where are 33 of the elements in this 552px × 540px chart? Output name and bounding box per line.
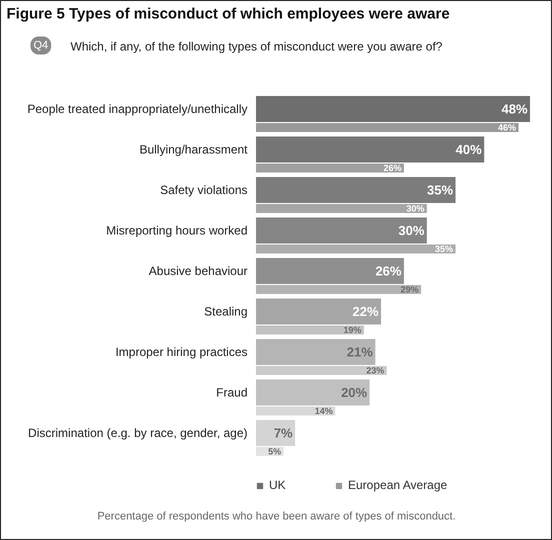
data-label: 40% <box>456 142 482 157</box>
data-label: 23% <box>366 366 384 376</box>
data-label: 46% <box>498 122 516 132</box>
text: Percentage of respondents who have been aware of types of misconduct. <box>97 510 456 522</box>
data-label: 14% <box>314 406 333 416</box>
data-label: 22% <box>352 304 379 319</box>
y-tick-label: Improper hiring practices <box>115 345 248 359</box>
data-label: 20% <box>341 385 368 400</box>
y-tick-label: People treated inappropriately/unethically <box>27 102 248 116</box>
y-tick-label: Bullying/harassment <box>139 142 248 156</box>
data-label: 29% <box>400 284 419 294</box>
y-tick-label: Misreporting hours worked <box>106 224 248 238</box>
data-label: 35% <box>427 182 454 198</box>
y-tick-label: Discrimination (e.g. by race, gender, age) <box>28 426 248 440</box>
text: Q4 <box>34 40 48 52</box>
chart-title: Figure 5 Types of misconduct of which employees were aware <box>6 6 450 22</box>
legend-label: UK <box>269 478 287 492</box>
data-label: 30% <box>398 223 425 238</box>
data-label: 35% <box>435 244 454 254</box>
y-tick-label: Safety violations <box>160 183 248 197</box>
data-label: 19% <box>343 325 362 335</box>
data-label: 26% <box>375 264 402 278</box>
y-tick-label: Stealing <box>204 304 248 318</box>
data-label: 5% <box>268 446 282 456</box>
data-label: 30% <box>406 204 424 214</box>
y-tick-label: Fraud <box>216 386 248 400</box>
legend-label: European Average <box>348 478 448 492</box>
data-label: 7% <box>274 426 294 440</box>
data-label: 21% <box>346 344 374 360</box>
chart-subtitle: Which, if any, of the following types of misconduct were you aware of? <box>70 40 443 54</box>
data-label: 48% <box>501 102 528 116</box>
data-label: 26% <box>383 163 402 173</box>
y-tick-label: Abusive behaviour <box>148 264 248 278</box>
